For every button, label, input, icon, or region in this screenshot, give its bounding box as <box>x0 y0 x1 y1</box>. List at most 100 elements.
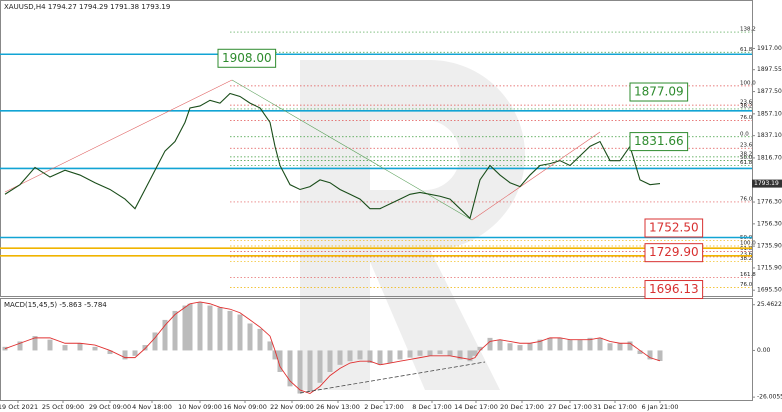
y-tick-label: 1776.30 <box>757 199 782 206</box>
macd-bar <box>107 350 113 355</box>
macd-bar <box>472 350 478 356</box>
trend-line <box>299 361 486 394</box>
level-box <box>644 280 704 300</box>
macd-bar <box>637 350 643 355</box>
y-tick-label: 1877.50 <box>757 88 782 95</box>
macd-bar <box>657 350 663 361</box>
macd-bar <box>297 350 303 394</box>
macd-bar <box>617 343 623 351</box>
macd-bar <box>567 339 573 351</box>
x-tick-label: 6 Jan 21:00 <box>641 403 678 411</box>
level-label: 1729.90 <box>649 245 699 259</box>
macd-bar <box>587 337 593 351</box>
fib-label: 0.0 <box>740 131 749 137</box>
macd-bar <box>317 350 323 383</box>
macd-bar <box>597 337 603 351</box>
macd-bar <box>197 301 203 351</box>
x-tick-label: 8 Dec 17:00 <box>412 403 452 411</box>
macd-bar <box>237 314 243 351</box>
macd-bar <box>577 339 583 351</box>
macd-bar <box>32 336 38 351</box>
y-tick-label: 1857.10 <box>757 110 782 117</box>
macd-bar <box>377 350 383 365</box>
macd-bar <box>187 303 193 351</box>
level-label: 1831.66 <box>634 134 684 148</box>
macd-bar <box>647 350 653 360</box>
macd-bar <box>227 310 233 351</box>
x-tick-label: 31 Dec 17:00 <box>593 403 637 411</box>
x-tick-label: 19 Oct 2021 <box>0 403 38 411</box>
macd-bar <box>437 350 443 355</box>
macd-bar <box>327 350 333 372</box>
macd-panel <box>0 298 753 401</box>
level-box <box>629 132 689 152</box>
macd-bar <box>357 350 363 360</box>
x-tick-label: 2 Dec 17:00 <box>364 403 404 411</box>
macd-bar <box>457 350 463 360</box>
macd-bar <box>367 350 373 364</box>
x-tick-label: 27 Dec 17:00 <box>548 403 592 411</box>
level-box <box>644 243 704 263</box>
macd-bar <box>537 339 543 351</box>
trend-line <box>4 79 233 193</box>
price-tag-label: 1793.19 <box>754 180 779 187</box>
fib-label: 23.6 <box>740 143 753 149</box>
macd-bar <box>92 346 98 351</box>
macd-bar <box>487 337 493 351</box>
macd-bar <box>607 343 613 351</box>
macd-bar <box>307 350 313 392</box>
trend-line <box>231 79 473 221</box>
level-label: 1908.00 <box>222 51 272 65</box>
x-tick-label: 20 Dec 17:00 <box>500 403 544 411</box>
macd-bar <box>217 307 223 351</box>
macd-bar <box>207 305 213 351</box>
macd-bar <box>47 339 53 351</box>
macd-bar <box>417 350 423 356</box>
y-tick-label: 25.4622 <box>757 301 782 308</box>
fib-label: 161.8 <box>740 272 756 278</box>
macd-bar <box>172 310 178 351</box>
macd-bar <box>257 328 263 351</box>
y-tick-label: 1715.90 <box>757 264 782 271</box>
price-line <box>4 92 661 220</box>
x-tick-label: 25 Oct 09:00 <box>42 403 84 411</box>
fib-label: 23.6 <box>740 251 753 257</box>
fib-label: 38.2 <box>740 256 752 262</box>
macd-bar <box>122 350 128 360</box>
macd-bar <box>547 337 553 351</box>
level-box <box>217 48 277 68</box>
macd-bar <box>407 350 413 358</box>
macd-bar <box>287 350 293 387</box>
fib-label: 138.2 <box>740 27 756 33</box>
fib-label: 38.2 <box>740 151 752 157</box>
chart-title: XAUUSD,H4 1794.27 1794.29 1791.38 1793.1… <box>4 3 170 11</box>
macd-bar <box>527 343 533 351</box>
macd-bar <box>162 319 168 351</box>
x-tick-label: 29 Oct 09:00 <box>89 403 131 411</box>
macd-bar <box>467 350 473 362</box>
level-box <box>644 218 704 238</box>
macd-bar <box>497 339 503 351</box>
macd-bar <box>267 341 273 351</box>
y-tick-label: 1816.70 <box>757 154 782 161</box>
macd-bar <box>397 350 403 360</box>
macd-bar <box>182 305 188 351</box>
macd-bar <box>427 350 433 356</box>
fib-label: 100.0 <box>740 241 756 247</box>
y-tick-label: 1837.10 <box>757 132 782 139</box>
macd-bar <box>17 341 23 351</box>
macd-bar <box>152 332 158 351</box>
macd-bar <box>627 341 633 351</box>
trend-line <box>471 131 601 221</box>
level-box <box>629 82 689 102</box>
macd-bar <box>387 350 393 364</box>
y-tick-label: 1917.00 <box>757 45 782 52</box>
fib-label: 76.0 <box>740 196 753 202</box>
fib-label: 23.6 <box>740 100 753 106</box>
macd-bar <box>277 350 283 372</box>
fib-label: 76.0 <box>740 282 753 288</box>
fib-label: 50.0 <box>740 155 753 161</box>
x-tick-label: 22 Nov 09:00 <box>270 403 314 411</box>
